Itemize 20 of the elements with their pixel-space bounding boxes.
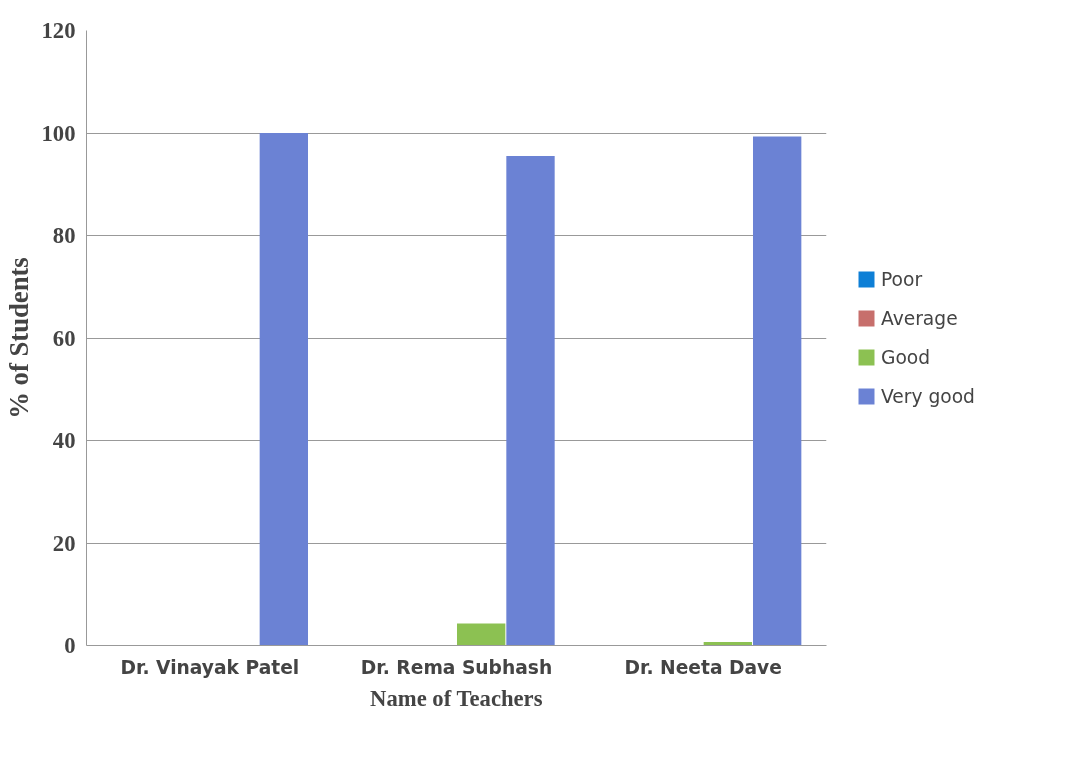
legend-label: Average bbox=[881, 307, 958, 329]
legend-label: Good bbox=[881, 346, 931, 368]
y-tick-label: 100 bbox=[41, 120, 76, 146]
legend-label: Poor bbox=[881, 268, 923, 290]
y-tick-label: 40 bbox=[52, 428, 76, 453]
legend-label: Very good bbox=[881, 385, 975, 407]
bar bbox=[506, 156, 555, 646]
y-tick-label: 80 bbox=[52, 223, 76, 248]
x-axis-title: Name of Teachers bbox=[370, 685, 543, 711]
x-tick-label: Dr. Vinayak Patel bbox=[120, 656, 300, 678]
y-tick-label: 120 bbox=[41, 18, 76, 43]
x-tick-label: Dr. Neeta Dave bbox=[624, 656, 782, 678]
y-tick-label: 60 bbox=[52, 325, 76, 351]
y-axis-title: % of Students bbox=[3, 257, 34, 419]
x-tick-label: Dr. Rema Subhash bbox=[360, 656, 553, 678]
y-tick-label: 0 bbox=[64, 633, 76, 658]
bar bbox=[259, 133, 309, 646]
bar bbox=[752, 136, 802, 646]
bar bbox=[456, 623, 506, 646]
y-tick-label: 20 bbox=[52, 530, 76, 556]
